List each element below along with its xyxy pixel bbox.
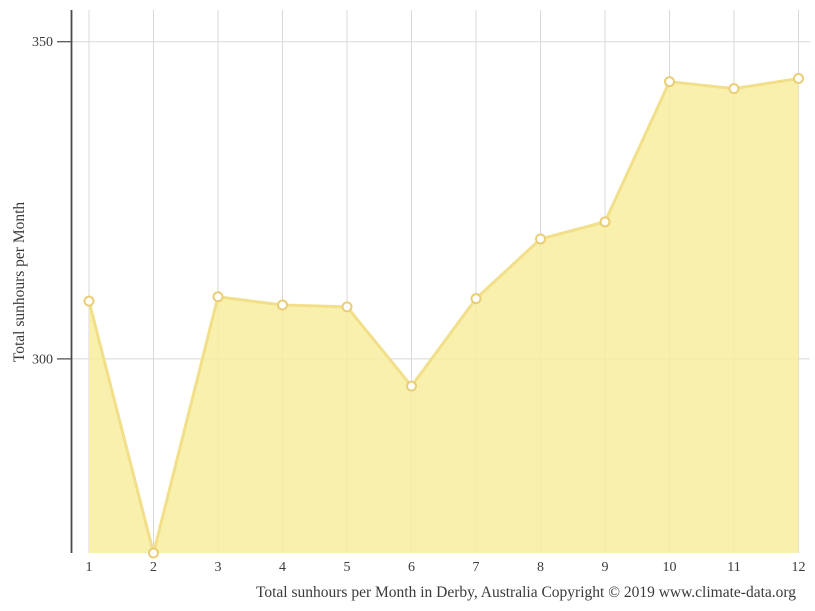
data-point-marker	[535, 233, 546, 245]
data-point-marker	[470, 293, 482, 305]
data-point-marker	[793, 73, 804, 85]
x-tick-label: 5	[344, 560, 351, 575]
data-point-marker	[277, 299, 288, 311]
data-point-marker	[664, 76, 675, 88]
x-tick-label: 4	[279, 560, 286, 575]
data-point-marker	[148, 547, 159, 559]
data-point-marker	[212, 291, 224, 303]
data-point-marker	[83, 295, 95, 307]
x-tick-label: 7	[473, 560, 480, 575]
x-axis-title: Total sunhours per Month in Derby, Austr…	[255, 584, 797, 601]
data-point-marker	[341, 301, 353, 313]
y-tick-label: 300	[32, 352, 53, 367]
area-fill	[89, 78, 799, 554]
x-tick-label: 12	[792, 560, 806, 575]
x-tick-label: 1	[86, 560, 93, 575]
x-tick-label: 2	[150, 560, 157, 575]
y-tick-label: 350	[32, 35, 53, 50]
x-tick-label: 11	[727, 560, 740, 575]
y-axis-title: Total sunhours per Month	[11, 201, 28, 363]
data-point-marker	[406, 380, 417, 392]
data-point-marker	[599, 216, 611, 228]
x-tick-label: 9	[602, 560, 609, 575]
x-tick-label: 10	[663, 560, 677, 575]
x-tick-label: 3	[215, 560, 222, 575]
data-line	[87, 77, 800, 555]
x-tick-label: 8	[537, 560, 544, 575]
x-tick-label: 6	[408, 560, 415, 575]
data-point-marker	[728, 83, 740, 95]
